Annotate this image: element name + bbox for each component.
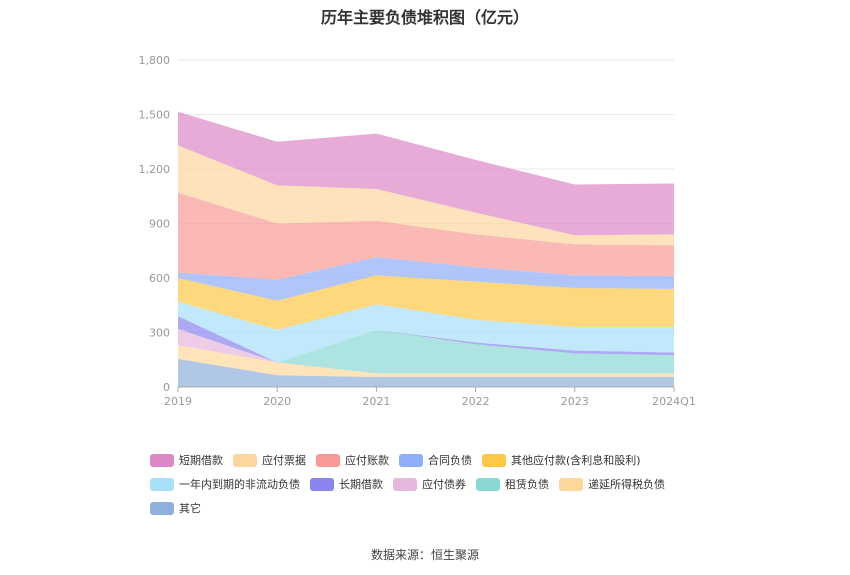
y-tick-label: 300 [149, 327, 170, 340]
legend-label: 短期借款 [179, 454, 223, 467]
legend-item[interactable]: 应付票据 [233, 452, 306, 468]
legend-label: 一年内到期的非流动负债 [179, 478, 300, 491]
legend-label: 其它 [179, 502, 201, 515]
area-series[interactable] [178, 111, 674, 236]
legend-swatch [559, 477, 583, 491]
axis-layer: 0 300 600 900 1,200 1,500 1,800 2019 2020 2021 202… [139, 54, 696, 408]
area-series[interactable] [178, 345, 674, 378]
x-tick-label: 2022 [462, 395, 490, 408]
legend-row: 其它 [150, 496, 770, 520]
legend-item[interactable]: 一年内到期的非流动负债 [150, 476, 300, 492]
legend-swatch [233, 453, 257, 467]
area-series[interactable] [178, 145, 674, 246]
legend-row: 一年内到期的非流动负债 长期借款 应付债券 租赁负债 递延所得税负债 [150, 472, 770, 496]
area-series[interactable] [178, 275, 674, 330]
legend-label: 应付债券 [422, 478, 466, 491]
legend-swatch [476, 477, 500, 491]
legend-swatch [482, 453, 506, 467]
x-tick-label: 2020 [263, 395, 291, 408]
y-tick-label: 900 [149, 218, 170, 231]
legend-row: 短期借款 应付票据 应付账款 合同负债 其他应付款(含利息和股利) [150, 448, 770, 472]
legend-swatch [150, 453, 174, 467]
legend-item[interactable]: 短期借款 [150, 452, 223, 468]
legend: 短期借款 应付票据 应付账款 合同负债 其他应付款(含利息和股利) 一年内到期的非流动负债… [150, 448, 770, 520]
legend-item[interactable]: 合同负债 [399, 452, 472, 468]
legend-swatch [310, 477, 334, 491]
legend-label: 租赁负债 [505, 478, 549, 491]
legend-label: 应付账款 [345, 454, 389, 467]
area-series[interactable] [178, 257, 674, 301]
legend-label: 其他应付款(含利息和股利) [511, 454, 641, 467]
legend-swatch [316, 453, 340, 467]
legend-swatch [150, 477, 174, 491]
x-tick-label: 2021 [362, 395, 390, 408]
y-tick-label: 0 [163, 381, 170, 394]
chart-title: 历年主要负债堆积图（亿元） [320, 8, 529, 27]
legend-item[interactable]: 其他应付款(含利息和股利) [482, 452, 641, 468]
stacked-area-chart: 0 300 600 900 1,200 1,500 1,800 2019 2020 2021 202… [139, 54, 696, 408]
area-series[interactable] [178, 329, 674, 374]
area-series[interactable] [178, 301, 674, 363]
legend-item[interactable]: 长期借款 [310, 476, 383, 492]
source-note: 数据来源：恒生聚源 [370, 548, 479, 562]
legend-item[interactable]: 应付债券 [393, 476, 466, 492]
legend-item[interactable]: 其它 [150, 500, 201, 516]
y-tick-label: 1,500 [139, 109, 171, 122]
x-tick-label: 2019 [164, 395, 192, 408]
legend-swatch [150, 501, 174, 515]
legend-swatch [393, 477, 417, 491]
legend-item[interactable]: 租赁负债 [476, 476, 549, 492]
legend-label: 合同负债 [428, 454, 472, 467]
legend-label: 应付票据 [262, 454, 306, 467]
y-tick-label: 1,200 [139, 163, 171, 176]
area-layer [178, 111, 674, 387]
y-tick-label: 600 [149, 272, 170, 285]
area-series[interactable] [178, 192, 674, 280]
legend-label: 递延所得税负债 [588, 478, 665, 491]
x-tick-label: 2024Q1 [652, 395, 696, 408]
legend-item[interactable]: 递延所得税负债 [559, 476, 665, 492]
area-series[interactable] [178, 316, 674, 363]
legend-label: 长期借款 [339, 478, 383, 491]
area-series[interactable] [178, 358, 674, 387]
x-tick-label: 2023 [561, 395, 589, 408]
legend-swatch [399, 453, 423, 467]
y-tick-label: 1,800 [139, 54, 171, 67]
legend-item[interactable]: 应付账款 [316, 452, 389, 468]
